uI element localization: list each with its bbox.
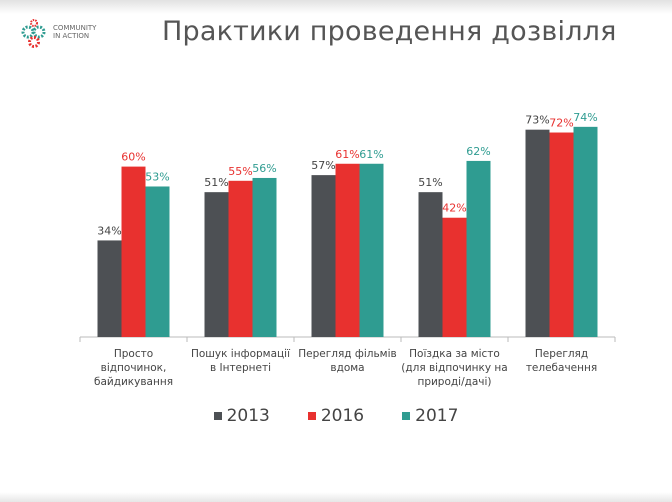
bar-2016 [335, 163, 360, 337]
top-shade [0, 0, 672, 14]
bar-2013 [525, 129, 550, 337]
legend-label: 2016 [320, 406, 365, 426]
category-label: Перегляд фільмів вдома [298, 348, 397, 374]
bar-2017 [359, 163, 384, 337]
data-label: 51% [418, 176, 442, 189]
logo-text: COMMUNITY IN ACTION [53, 24, 96, 40]
bar-2013 [418, 192, 443, 337]
page-title: Практики проведення дозвілля [162, 16, 617, 47]
data-label: 55% [228, 165, 252, 178]
category-label: Перегляд телебачення [525, 348, 598, 374]
data-label: 34% [97, 224, 121, 237]
data-label: 53% [145, 170, 169, 183]
data-label: 62% [466, 145, 490, 158]
bar-2013 [97, 240, 122, 337]
legend-label: 2013 [226, 406, 270, 426]
logo-line2: IN ACTION [53, 32, 90, 40]
legend-swatch [307, 412, 316, 420]
bar-2013 [204, 192, 229, 337]
bar-2013 [311, 175, 336, 337]
legend-label: 2017 [415, 406, 459, 426]
data-label: 51% [204, 176, 228, 189]
bar-2017 [573, 126, 598, 337]
data-label: 42% [442, 202, 466, 215]
legend-item: 2013 [213, 406, 270, 426]
bar-2017 [466, 160, 491, 337]
legend-swatch [213, 412, 222, 420]
data-label: 74% [573, 111, 597, 124]
legend-item: 2016 [307, 406, 365, 426]
legend: 2013 2016 2017 [0, 406, 672, 426]
bar-2016 [121, 166, 146, 337]
data-label: 61% [359, 148, 383, 161]
category-label: Пошук інформації в Інтернеті [190, 348, 290, 374]
legend-item: 2017 [402, 406, 458, 426]
logo-line1: COMMUNITY [53, 24, 97, 32]
data-label: 57% [311, 159, 335, 172]
community-in-action-logo [21, 19, 46, 48]
bar-2017 [145, 186, 170, 337]
data-label: 72% [549, 117, 573, 130]
bar-2016 [549, 132, 574, 337]
data-label: 73% [525, 114, 549, 127]
data-label: 61% [335, 148, 359, 161]
legend-swatch [402, 412, 411, 420]
data-label: 60% [121, 151, 145, 164]
category-label: Просто відпочинок, байдикування [93, 348, 174, 388]
bar-2016 [228, 180, 253, 337]
data-label: 56% [252, 162, 276, 175]
bar-2017 [252, 177, 277, 337]
category-label: Поїздка за місто (для відпочинку на прир… [401, 348, 508, 388]
bottom-shade [0, 492, 672, 502]
bar-2016 [442, 217, 467, 337]
